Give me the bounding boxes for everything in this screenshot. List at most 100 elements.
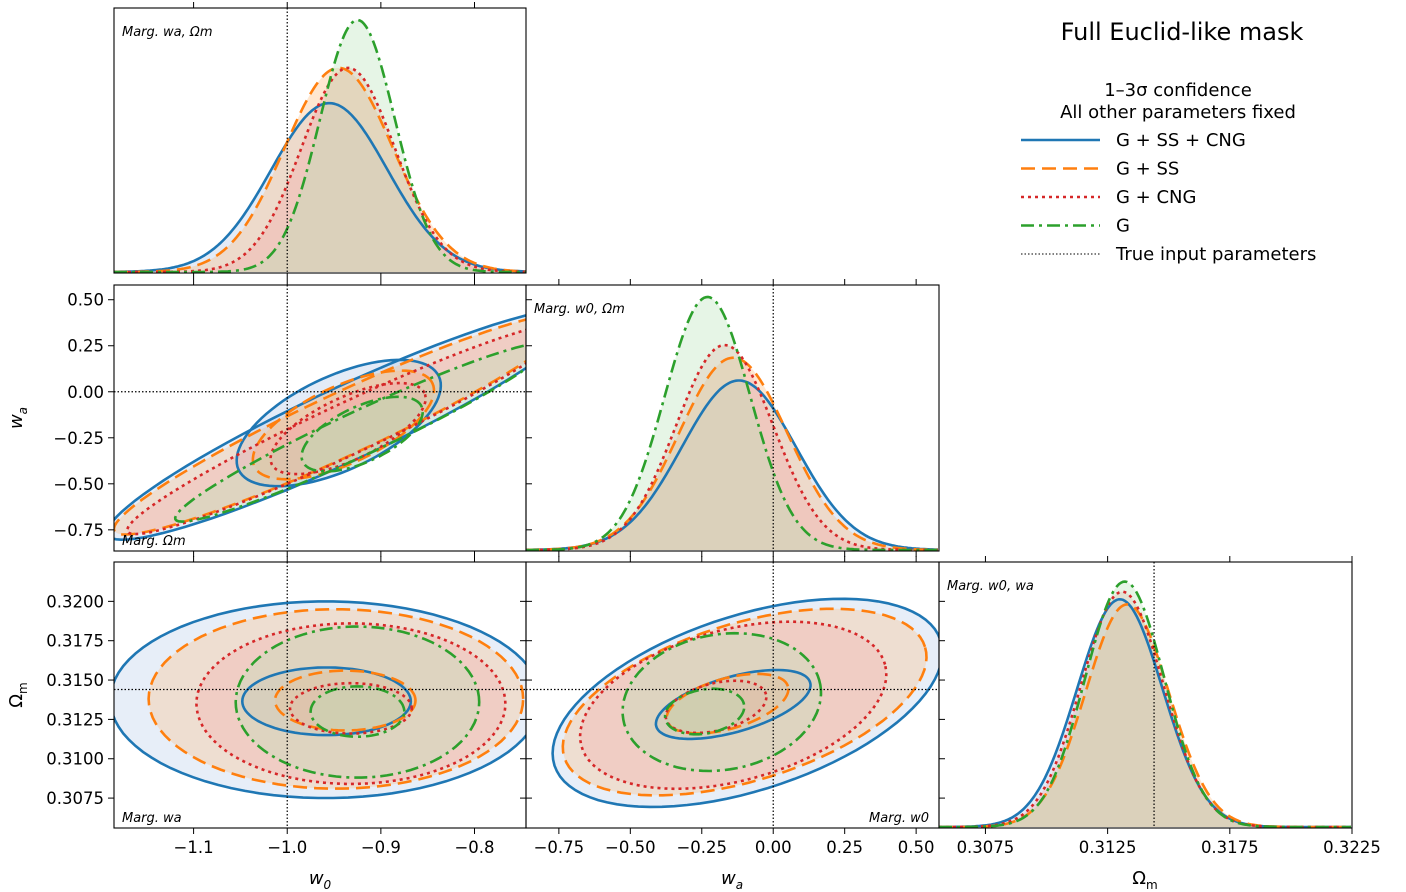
contour-fill xyxy=(127,329,526,535)
plot-panels: Marg. wa, Ωm −0.75 −0.50 −0.25 0.00 0.25 0.50 M… xyxy=(46,2,1381,857)
marginal-curve xyxy=(939,580,1351,828)
x-tick-label: 0.00 xyxy=(755,838,792,857)
y-tick-label: −0.75 xyxy=(53,521,104,540)
legend-label: G xyxy=(1116,216,1130,237)
y-axis-label-wa: wa xyxy=(6,407,30,429)
y-axis-label-om: Ωm xyxy=(6,682,30,707)
contour-line xyxy=(173,343,526,523)
y-tick-label: 0.00 xyxy=(67,383,104,402)
legend-label: True input parameters xyxy=(1115,244,1316,265)
panel-annotation: Marg. wa, Ωm xyxy=(122,25,213,40)
y-tick-label: 0.3100 xyxy=(46,750,104,769)
y-tick-label: 0.50 xyxy=(67,291,104,310)
x-tick-label: −0.9 xyxy=(361,838,401,857)
contour-fill xyxy=(270,383,426,475)
x-tick-label: −0.8 xyxy=(454,838,494,857)
contour-line xyxy=(551,597,939,809)
panel-w0-om: −1.1 −1.0 −0.9 −0.8 0.3075 0.3100 0.3125 0.3150… xyxy=(46,556,532,857)
contour-fill xyxy=(275,670,416,731)
marginal-fill xyxy=(526,345,939,550)
panel-annotation: Marg. wa xyxy=(122,811,182,826)
x-tick-label: 0.3225 xyxy=(1323,838,1381,857)
x-tick-label: −0.25 xyxy=(676,838,727,857)
contour-fill xyxy=(114,601,526,798)
marginal-curve xyxy=(526,343,938,551)
marginal-fill xyxy=(114,103,526,272)
x-tick-label: −1.0 xyxy=(267,838,307,857)
x-axis-label-wa: wa xyxy=(721,868,743,892)
x-tick-label: 0.50 xyxy=(898,838,935,857)
panel-frame xyxy=(938,561,1353,829)
contour-line xyxy=(240,666,413,737)
legend-entry: G xyxy=(1021,216,1130,237)
axis-labels: w0 wa Ωm wa Ωm xyxy=(6,407,1158,892)
panel-w0-marginal: Marg. wa, Ωm xyxy=(113,2,527,279)
marginal-fill xyxy=(526,380,939,550)
legend-label: G + SS xyxy=(1116,159,1179,180)
contour-fill xyxy=(242,667,411,736)
legend-entry: G + CNG xyxy=(1021,187,1196,208)
marginal-fill xyxy=(526,297,939,550)
y-tick-label: 0.3075 xyxy=(46,789,104,808)
y-tick-label: 0.3150 xyxy=(46,671,104,690)
contour-line xyxy=(578,620,888,791)
legend-header-line2: All other parameters fixed xyxy=(1060,102,1296,123)
x-tick-label: −0.75 xyxy=(534,838,585,857)
contour-line xyxy=(234,625,481,779)
marginal-curve xyxy=(939,603,1351,828)
contour-fill xyxy=(235,626,480,778)
marginal-curve xyxy=(114,18,526,273)
contour-fill xyxy=(310,686,405,737)
marginal-curve xyxy=(114,66,526,273)
marginal-fill xyxy=(114,20,526,272)
y-tick-label: 0.3175 xyxy=(46,632,104,651)
contour-line xyxy=(621,631,823,773)
legend-header-line1: 1–3σ confidence xyxy=(1104,80,1252,101)
legend-entry: True input parameters xyxy=(1021,244,1316,265)
contour-fill xyxy=(665,688,745,735)
y-tick-label: −0.25 xyxy=(53,429,104,448)
contour-fill xyxy=(236,359,441,487)
x-axis-label-w0: w0 xyxy=(309,868,332,892)
marginal-fill xyxy=(939,599,1352,827)
legend-label: G + CNG xyxy=(1116,187,1196,208)
marginal-curve xyxy=(526,295,938,551)
contour-line xyxy=(114,600,526,800)
marginal-fill xyxy=(526,357,939,550)
x-tick-label: 0.3075 xyxy=(957,838,1015,857)
figure-title: Full Euclid-like mask xyxy=(1061,18,1304,46)
panel-frame xyxy=(113,7,527,274)
panel-w0-wa: −0.75 −0.50 −0.25 0.00 0.25 0.50 Marg. Ωm xyxy=(53,279,532,557)
contour-line xyxy=(654,668,812,741)
contour-line xyxy=(663,687,746,736)
legend-entry: G + SS + CNG xyxy=(1021,130,1246,151)
y-tick-label: 0.25 xyxy=(67,337,104,356)
x-axis-label-om: Ωm xyxy=(1132,868,1157,892)
contour-line xyxy=(235,358,443,488)
panel-annotation: Marg. w0, Ωm xyxy=(534,302,625,317)
contour-fill xyxy=(655,670,811,739)
legend-entry: G + SS xyxy=(1021,159,1179,180)
contour-line xyxy=(664,679,768,735)
y-tick-label: −0.50 xyxy=(53,475,104,494)
contour-fill xyxy=(196,623,506,784)
marginal-fill xyxy=(939,591,1352,827)
contour-fill xyxy=(175,345,526,522)
x-tick-label: 0.3175 xyxy=(1201,838,1259,857)
panel-annotation: Marg. w0, wa xyxy=(947,579,1034,594)
y-tick-label: 0.3125 xyxy=(46,710,104,729)
panel-wa-marginal: Marg. w0, Ωm xyxy=(525,279,940,557)
x-tick-label: 0.25 xyxy=(826,838,863,857)
contour-line xyxy=(269,381,427,476)
legend-label: G + SS + CNG xyxy=(1116,130,1246,151)
contour-fill xyxy=(665,680,767,733)
marginal-curve xyxy=(526,356,938,551)
marginal-fill xyxy=(939,581,1352,827)
x-tick-label: 0.3125 xyxy=(1079,838,1137,857)
x-tick-label: −0.50 xyxy=(605,838,656,857)
panel-om-marginal: 0.3075 0.3125 0.3175 0.3225 Marg. w0, wa xyxy=(938,556,1381,857)
contour-line xyxy=(288,681,414,735)
contour-fill xyxy=(148,609,524,789)
contour-line xyxy=(251,369,436,481)
